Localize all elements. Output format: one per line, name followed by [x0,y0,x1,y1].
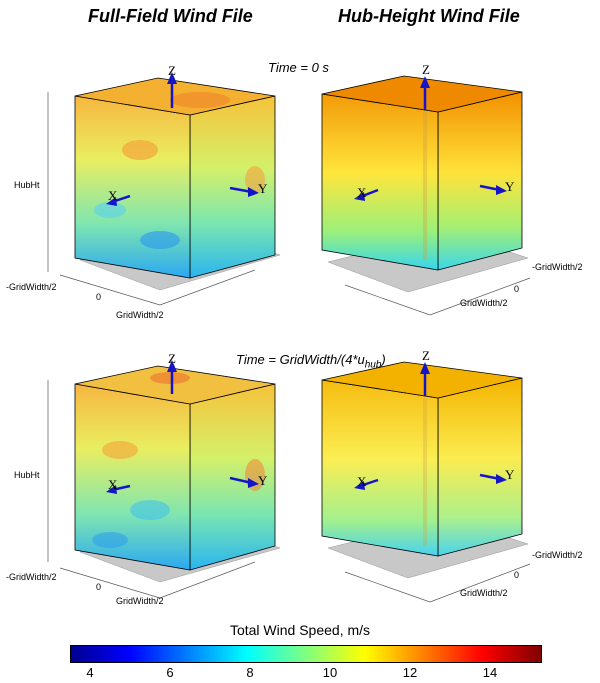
floor-axis-line [344,563,531,603]
turbulence-patch [170,92,230,108]
z-arrowhead [420,362,430,374]
full-field-cube-t0 [47,72,281,306]
gridwidth-tick: GridWidth/2 [116,310,164,320]
y-axis-label: Y [505,467,515,482]
neg-gridwidth-tick: -GridWidth/2 [532,550,583,560]
floor-axis-line [344,277,531,316]
full-field-title: Full-Field Wind File [88,6,253,26]
hub-height-cube-t1 [321,361,531,603]
colorbar-tick-label: 8 [246,665,254,680]
zero-tick: 0 [96,582,102,592]
colorbar-tick-label: 6 [166,665,174,680]
z-arrowhead [420,76,430,88]
turbulence-patch [94,202,126,218]
cube-top-face [321,75,523,113]
x-arrowhead [106,485,117,494]
y-arrowhead [248,478,259,488]
time-label-gridwidth: Time = GridWidth/(4*uhub) [236,352,386,371]
z-axis-label: Z [168,351,176,366]
y-arrowhead [248,187,259,197]
time-label-main: Time = GridWidth/(4*u [236,352,365,367]
bottom-row-panels: Z X Y Z X Y HubHt -GridWidth/2 0 GridWid… [0,290,600,620]
turbulence-patch [130,500,170,520]
cube-front-face [321,93,439,271]
bottom-row-svg: Z X Y Z X Y [47,348,531,603]
cube-front-face [321,379,439,557]
hub-height-title: Hub-Height Wind File [338,6,520,26]
x-axis-label: X [108,188,118,203]
colorbar-tick-label: 12 [402,665,418,680]
y-axis-label: Y [505,179,515,194]
colorbar-tick-label: 10 [322,665,338,680]
colorbar-tick-label: 4 [86,665,94,680]
zero-tick: 0 [514,570,520,580]
x-axis-label: X [357,185,367,200]
z-axis-label: Z [422,62,430,77]
neg-gridwidth-tick: -GridWidth/2 [532,262,583,272]
zero-tick: 0 [96,292,102,302]
hub-height-cube-t0 [321,75,531,316]
y-axis-label: Y [258,473,268,488]
z-arrowhead [167,360,177,372]
colorbar [70,645,542,663]
x-axis-label: X [357,474,367,489]
y-arrowhead [496,185,507,195]
hubht-tick: HubHt [14,470,40,480]
gridwidth-tick: GridWidth/2 [460,588,508,598]
cube-front-face [74,95,191,279]
x-arrowhead [106,197,117,206]
y-axis-label: Y [258,181,268,196]
floor-axis-line [59,561,256,599]
x-arrowhead [354,481,365,490]
z-axis-label: Z [168,63,176,78]
cube-top-face [74,365,276,405]
x-arrowhead [354,192,365,201]
time-label-0: Time = 0 s [268,60,329,75]
z-axis-label: Z [422,348,430,363]
colorbar-label: Total Wind Speed, m/s [229,622,371,638]
full-field-cube-t1 [47,360,281,599]
top-row-panels: Z X Y Z X Y HubHt -GridWidth/2 0 GridWid… [0,0,600,330]
y-arrowhead [496,474,507,484]
neg-gridwidth-tick: -GridWidth/2 [6,282,57,292]
zero-tick: 0 [514,284,520,294]
turbulence-patch [102,441,138,459]
z-arrowhead [167,72,177,84]
neg-gridwidth-tick: -GridWidth/2 [6,572,57,582]
turbulence-patch [140,231,180,249]
turbulence-patch [122,140,158,160]
gridwidth-tick: GridWidth/2 [116,596,164,606]
turbulence-patch [150,372,190,384]
gridwidth-tick: GridWidth/2 [460,298,508,308]
turbulence-patch [245,166,265,194]
time-label-end: ) [381,352,386,367]
cube-front-face [74,383,191,571]
cube-top-face [321,361,523,399]
time-label-sub: hub [364,359,382,371]
top-row-svg: Z X Y Z X Y [47,62,531,316]
x-axis-label: X [108,477,118,492]
turbulence-patch [92,532,128,548]
hubht-tick: HubHt [14,180,40,190]
colorbar-tick-label: 14 [482,665,498,680]
floor-axis-line [59,269,256,306]
